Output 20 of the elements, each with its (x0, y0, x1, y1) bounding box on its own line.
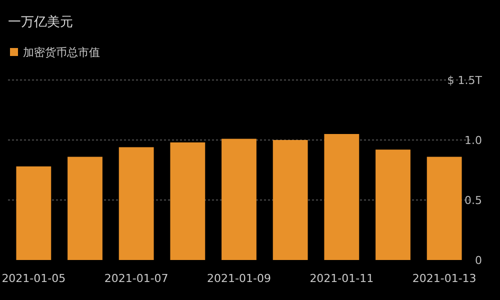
bar (324, 134, 360, 260)
chart-title: 一万亿美元 (8, 14, 73, 30)
x-tick-label: 2021-01-05 (2, 272, 66, 285)
bar (118, 147, 154, 260)
x-tick-label: 2021-01-11 (310, 272, 374, 285)
bar (426, 156, 462, 260)
legend-label: 加密货币总市值 (23, 46, 100, 59)
bar (170, 142, 206, 260)
bar (16, 166, 52, 260)
x-tick-label: 2021-01-07 (104, 272, 168, 285)
bar (376, 150, 410, 260)
bar (272, 140, 308, 260)
y-tick-label: 1.0 (464, 134, 482, 147)
x-tick-label: 2021-01-09 (207, 272, 271, 285)
bar (222, 138, 256, 260)
y-tick-label: 0 (475, 254, 482, 267)
y-tick-label: 0.5 (464, 194, 482, 207)
x-tick-label: 2021-01-13 (412, 272, 476, 285)
y-tick-label: $ 1.5T (447, 74, 482, 87)
bar (68, 156, 102, 260)
